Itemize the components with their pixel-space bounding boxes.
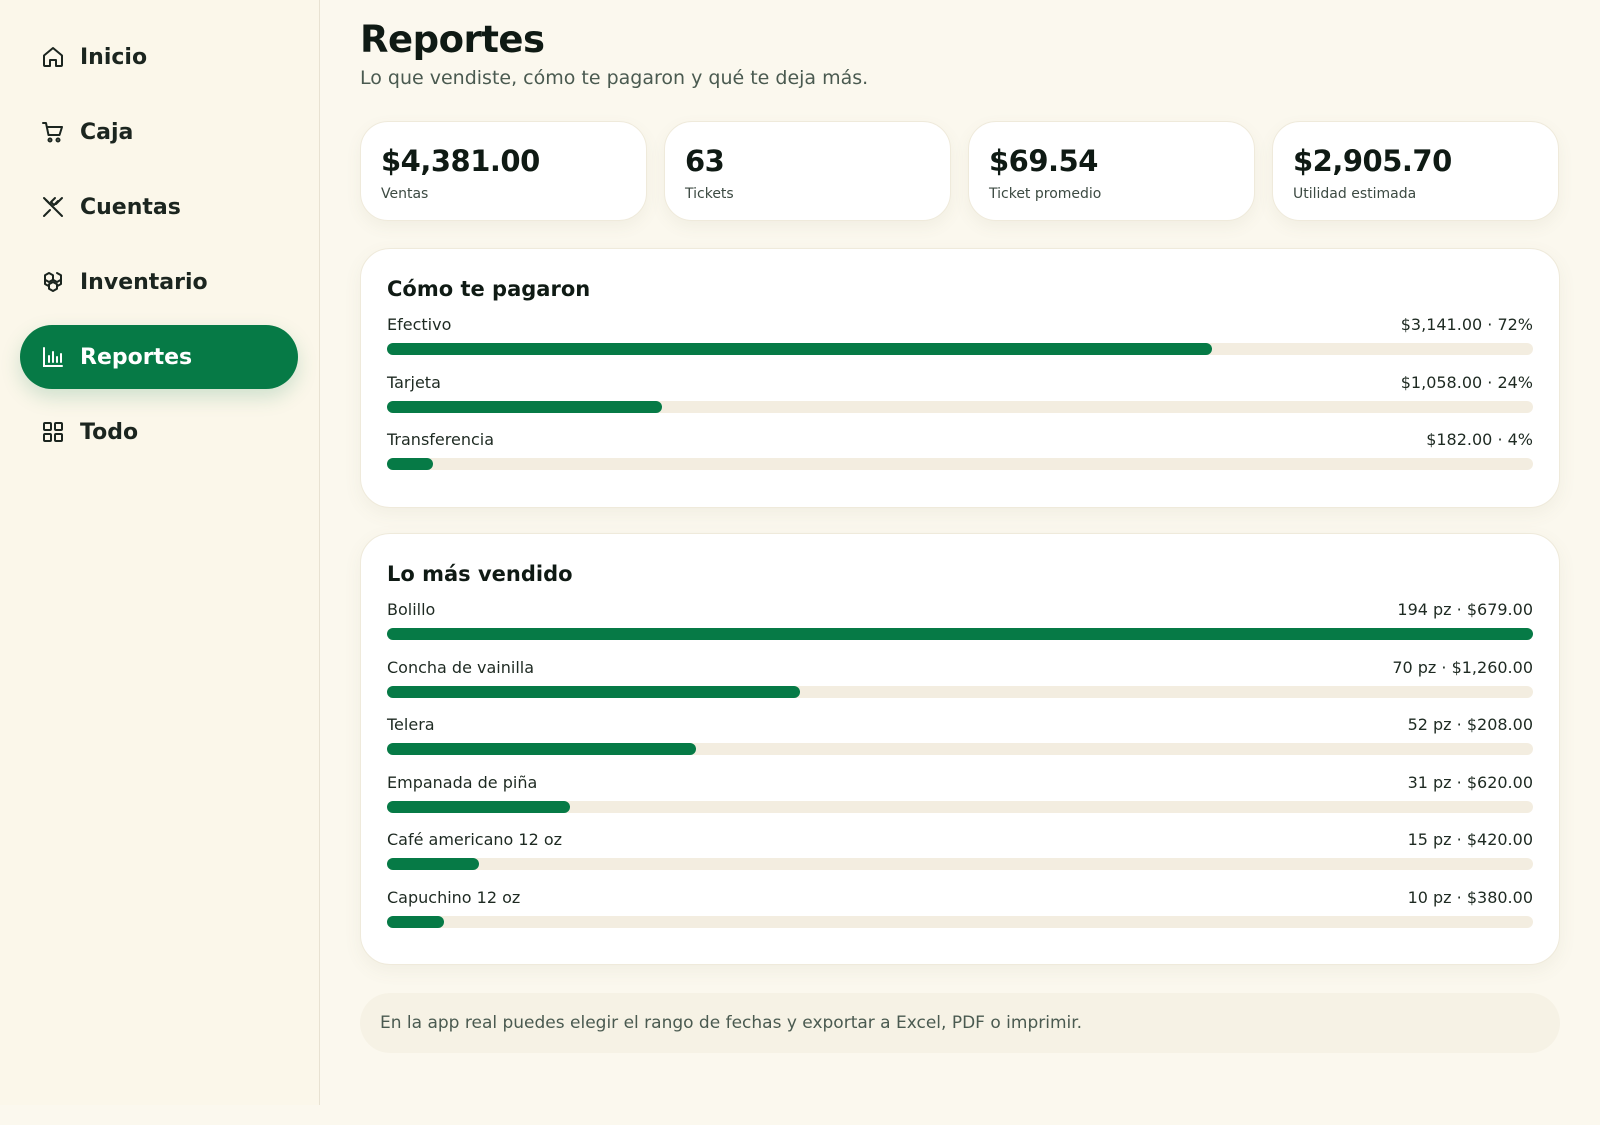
progress-track [387, 628, 1533, 640]
product-name: Empanada de piña [387, 772, 538, 792]
product-name: Bolillo [387, 600, 436, 619]
product-name: Telera [387, 715, 435, 734]
product-detail: 52 pz · $208.00 [1407, 715, 1533, 734]
product-detail: 15 pz · $420.00 [1407, 830, 1533, 849]
product-name: Café americano 12 oz [387, 830, 563, 849]
payment-method-label: Transferencia [387, 430, 495, 449]
boxes-icon [40, 269, 66, 295]
sidebar-item-cuentas[interactable]: Cuentas [20, 175, 298, 239]
page-subtitle: Lo que vendiste, cómo te pagaron y qué t… [360, 67, 869, 89]
top-products-card-title: Lo más vendido [387, 562, 573, 586]
stat-value: $69.54 [989, 144, 1098, 178]
progress-track [387, 743, 1533, 755]
sidebar-item-label: Todo [80, 419, 139, 445]
payment-row: Efectivo $3,141.00 · 72% [387, 301, 1533, 359]
progress-fill [387, 915, 445, 928]
sidebar-item-label: Inicio [80, 44, 148, 70]
stat-card-ticket-promedio: $69.54 Ticket promedio [968, 121, 1255, 221]
product-row: Bolillo 194 pz · $679.00 [387, 586, 1533, 644]
sidebar-item-caja[interactable]: Caja [20, 100, 298, 164]
product-detail: 10 pz · $380.00 [1407, 887, 1533, 907]
progress-track [387, 343, 1533, 355]
progress-fill [387, 800, 571, 813]
product-detail: 70 pz · $1,260.00 [1392, 657, 1533, 677]
progress-fill [387, 685, 800, 698]
stat-value: 63 [685, 144, 725, 178]
payment-amount: $1,058.00 · 24% [1400, 372, 1533, 392]
payment-method-label: Tarjeta [387, 372, 441, 392]
payment-row: Tarjeta $1,058.00 · 24% [387, 359, 1533, 417]
progress-track [387, 915, 1533, 928]
product-row: Empanada de piña 31 pz · $620.00 [387, 759, 1533, 817]
product-name: Concha de vainilla [387, 657, 535, 677]
stat-value: $2,905.70 [1293, 144, 1452, 178]
stat-label: Utilidad estimada [1293, 186, 1417, 202]
progress-fill [387, 628, 1533, 640]
sidebar-item-inventario[interactable]: Inventario [20, 250, 298, 314]
sidebar-item-label: Inventario [80, 269, 208, 295]
product-detail: 31 pz · $620.00 [1407, 772, 1533, 792]
sidebar-item-label: Cuentas [80, 194, 181, 220]
stat-card-tickets: 63 Tickets [664, 121, 951, 221]
progress-track [387, 685, 1533, 698]
payment-amount: $3,141.00 · 72% [1400, 315, 1533, 334]
sidebar: Inicio Caja Cuentas Inventario Reportes … [0, 0, 320, 1105]
progress-track [387, 800, 1533, 813]
stat-card-utilidad: $2,905.70 Utilidad estimada [1272, 121, 1559, 221]
payment-method-label: Efectivo [387, 315, 452, 334]
product-row: Café americano 12 oz 15 pz · $420.00 [387, 816, 1533, 874]
payments-list: Efectivo $3,141.00 · 72% Tarjeta $1,058.… [387, 301, 1533, 474]
progress-track [387, 858, 1533, 870]
top-products-card: Lo más vendido Bolillo 194 pz · $679.00 … [360, 533, 1560, 965]
product-row: Capuchino 12 oz 10 pz · $380.00 [387, 874, 1533, 932]
bar-chart-icon [40, 344, 66, 370]
payment-row: Transferencia $182.00 · 4% [387, 416, 1533, 474]
stat-label: Ticket promedio [989, 186, 1102, 202]
progress-fill [387, 458, 433, 470]
stat-label: Ventas [381, 186, 429, 202]
payment-amount: $182.00 · 4% [1426, 430, 1533, 449]
payments-card-title: Cómo te pagaron [387, 277, 591, 301]
sidebar-item-label: Caja [80, 119, 134, 145]
progress-fill [387, 743, 697, 755]
progress-fill [387, 343, 1213, 355]
sidebar-item-label: Reportes [80, 344, 193, 370]
stat-label: Tickets [685, 186, 734, 202]
utensils-crossed-icon [40, 194, 66, 220]
progress-fill [387, 400, 663, 413]
sidebar-item-todo[interactable]: Todo [20, 400, 298, 464]
stats-row: $4,381.00 Ventas 63 Tickets $69.54 Ticke… [360, 121, 1560, 221]
product-row: Telera 52 pz · $208.00 [387, 701, 1533, 759]
progress-fill [387, 858, 479, 870]
page-title: Reportes [360, 18, 545, 61]
grid-icon [40, 419, 66, 445]
progress-track [387, 458, 1533, 470]
sidebar-item-inicio[interactable]: Inicio [20, 25, 298, 89]
sidebar-item-reportes[interactable]: Reportes [20, 325, 298, 389]
stat-card-ventas: $4,381.00 Ventas [360, 121, 647, 221]
stat-value: $4,381.00 [381, 144, 540, 178]
product-row: Concha de vainilla 70 pz · $1,260.00 [387, 644, 1533, 702]
payments-card: Cómo te pagaron Efectivo $3,141.00 · 72%… [360, 248, 1560, 508]
home-icon [40, 44, 66, 70]
cart-icon [40, 119, 66, 145]
info-note: En la app real puedes elegir el rango de… [360, 993, 1560, 1053]
progress-track [387, 400, 1533, 413]
product-detail: 194 pz · $679.00 [1397, 600, 1533, 619]
product-name: Capuchino 12 oz [387, 887, 521, 907]
top-products-list: Bolillo 194 pz · $679.00 Concha de vaini… [387, 586, 1533, 931]
